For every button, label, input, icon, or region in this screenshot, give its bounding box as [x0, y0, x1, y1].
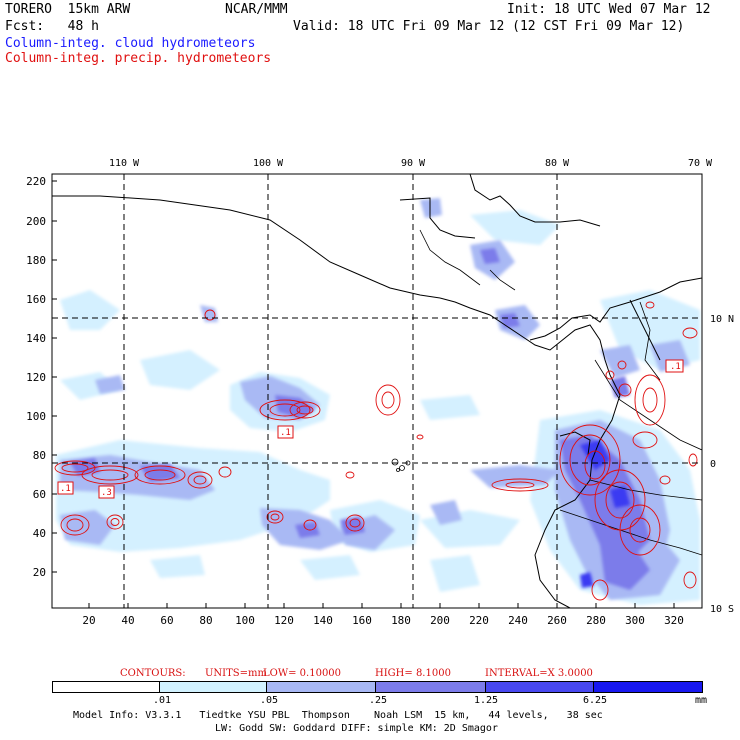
- colorbar-unit: mm: [695, 695, 708, 706]
- longitude-label: 70 W: [688, 158, 713, 169]
- latitude-label: 0: [710, 459, 716, 470]
- latitude-label: 10 S: [710, 604, 734, 615]
- y-tick-label: 180: [26, 254, 46, 267]
- low-markers: [57, 359, 684, 499]
- forecast-hour: Fcst: 48 h: [5, 19, 99, 34]
- colorbar-segment: [485, 681, 594, 693]
- x-tick-label: 280: [586, 614, 606, 627]
- y-tick-label: 140: [26, 332, 46, 345]
- low-marker: [277, 425, 294, 439]
- x-tick-label: 60: [160, 614, 173, 627]
- contour-units: UNITS=mm: [205, 668, 267, 679]
- x-tick-label: 320: [664, 614, 684, 627]
- longitude-label: 90 W: [401, 158, 426, 169]
- colorbar-label: 6.25: [583, 695, 608, 706]
- y-tick-label: 120: [26, 371, 46, 384]
- model-title: TORERO 15km ARW: [5, 2, 131, 17]
- plot-frame: [51, 173, 703, 609]
- longitude-label: 80 W: [545, 158, 570, 169]
- longitude-label: 100 W: [253, 158, 284, 169]
- colorbar-segment: [52, 681, 160, 693]
- low-marker-label: .1: [280, 428, 291, 438]
- valid-time: Valid: 18 UTC Fri 09 Mar 12 (12 CST Fri …: [293, 19, 685, 34]
- model-info: Model Info: V3.3.1 Tiedtke YSU PBL Thomp…: [73, 710, 603, 721]
- y-tick-label: 80: [33, 449, 46, 462]
- low-marker: [57, 481, 74, 495]
- y-tick-label: 200: [26, 215, 46, 228]
- graticule: [52, 174, 702, 608]
- low-marker: [665, 359, 684, 373]
- x-tick-label: 20: [82, 614, 95, 627]
- y-tick-label: 40: [33, 527, 46, 540]
- low-marker: [98, 485, 115, 499]
- y-tick-label: 220: [26, 175, 46, 188]
- contour-interval: INTERVAL=X 3.0000: [485, 668, 593, 679]
- colorbar-label: .25: [369, 695, 388, 706]
- precip-field-title: Column-integ. precip. hydrometeors: [5, 51, 272, 66]
- contour-low: LOW= 0.10000: [263, 668, 342, 679]
- colorbar-segment: [593, 681, 703, 693]
- y-tick-label: 20: [33, 566, 46, 579]
- x-tick-label: 100: [235, 614, 255, 627]
- low-marker-label: .1: [60, 484, 71, 494]
- x-tick-label: 240: [508, 614, 528, 627]
- country-borders: [419, 229, 702, 556]
- init-time: Init: 18 UTC Wed 07 Mar 12: [507, 2, 711, 17]
- x-tick-label: 40: [121, 614, 134, 627]
- low-marker-label: .3: [101, 488, 112, 498]
- x-tick-label: 180: [391, 614, 411, 627]
- contour-high: HIGH= 8.1000: [375, 668, 451, 679]
- x-tick-label: 140: [313, 614, 333, 627]
- colorbar-segment: [266, 681, 376, 693]
- latitude-label: 10 N: [710, 314, 734, 325]
- colorbar-segment: [159, 681, 267, 693]
- x-tick-label: 160: [352, 614, 372, 627]
- x-tick-label: 300: [625, 614, 645, 627]
- colorbar-label: 1.25: [474, 695, 499, 706]
- colorbar-label: .05: [260, 695, 279, 706]
- y-tick-label: 160: [26, 293, 46, 306]
- axis-ticks: [52, 180, 675, 608]
- contour-prefix: CONTOURS:: [120, 668, 186, 679]
- longitude-label: 110 W: [109, 158, 140, 169]
- organization: NCAR/MMM: [225, 2, 288, 17]
- x-tick-label: 120: [274, 614, 294, 627]
- precip-contours: [54, 301, 698, 601]
- y-tick-label: 60: [33, 488, 46, 501]
- galapagos-islands: [391, 458, 411, 472]
- y-tick-label: 100: [26, 410, 46, 423]
- colorbar-segment: [375, 681, 486, 693]
- cloud-field-title: Column-integ. cloud hydrometeors: [5, 36, 256, 51]
- colorbar-label: .01: [153, 695, 172, 706]
- x-tick-label: 260: [547, 614, 567, 627]
- physics-info: LW: Godd SW: Goddard DIFF: simple KM: 2D…: [215, 723, 498, 734]
- low-marker-label: .1: [670, 362, 681, 372]
- x-tick-label: 80: [199, 614, 212, 627]
- coastlines: [52, 174, 702, 608]
- x-tick-label: 200: [430, 614, 450, 627]
- x-tick-label: 220: [469, 614, 489, 627]
